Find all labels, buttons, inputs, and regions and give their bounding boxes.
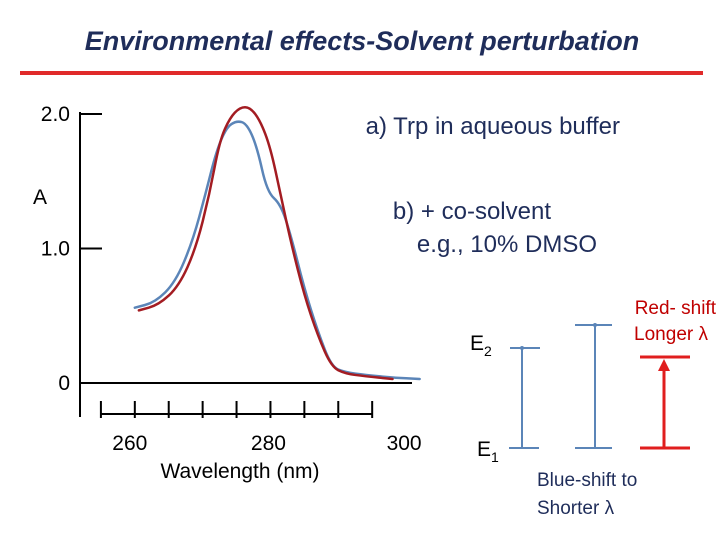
e1-label: E1 xyxy=(477,438,499,465)
energy-level-diagram: E2 E1 Red- shift Longer λ Blue-shift to … xyxy=(470,298,717,519)
transition-red-shift-arrowhead xyxy=(658,359,670,371)
series-a-annotation: a) Trp in aqueous buffer xyxy=(366,113,620,140)
y-ticks: 2.0 1.0 0 xyxy=(41,103,102,395)
x-tick-label: 260 xyxy=(112,432,147,455)
series-a-line xyxy=(137,106,394,381)
blue-shift-label-line2: Shorter λ xyxy=(537,498,615,519)
series-layer xyxy=(133,106,421,381)
x-tick-label: 300 xyxy=(387,432,422,455)
red-shift-label-line2: Longer λ xyxy=(634,324,708,345)
x-ticks: 260 280 300 xyxy=(99,401,422,455)
y-axis-label: A xyxy=(33,186,47,209)
slide-title: Environmental effects-Solvent perturbati… xyxy=(85,26,640,56)
blue-shift-label-line1: Blue-shift to xyxy=(537,470,637,491)
red-shift-label-line1: Red- shift xyxy=(635,298,717,319)
series-b-annotation-line1: b) + co-solvent xyxy=(393,198,551,225)
y-tick-label: 1.0 xyxy=(41,238,70,261)
transition-original-head xyxy=(520,346,524,350)
y-tick-label: 2.0 xyxy=(41,103,70,126)
series-b-line xyxy=(133,120,421,381)
transition-blue-shift-head xyxy=(593,323,597,327)
series-b-annotation-line2: e.g., 10% DMSO xyxy=(417,231,597,258)
x-tick-label: 280 xyxy=(251,432,286,455)
absorbance-chart: 2.0 1.0 0 260 280 300 A Wavelength (nm) a) T… xyxy=(33,103,620,483)
y-tick-label: 0 xyxy=(58,372,70,395)
e2-label: E2 xyxy=(470,332,492,359)
x-axis-label: Wavelength (nm) xyxy=(160,460,319,483)
